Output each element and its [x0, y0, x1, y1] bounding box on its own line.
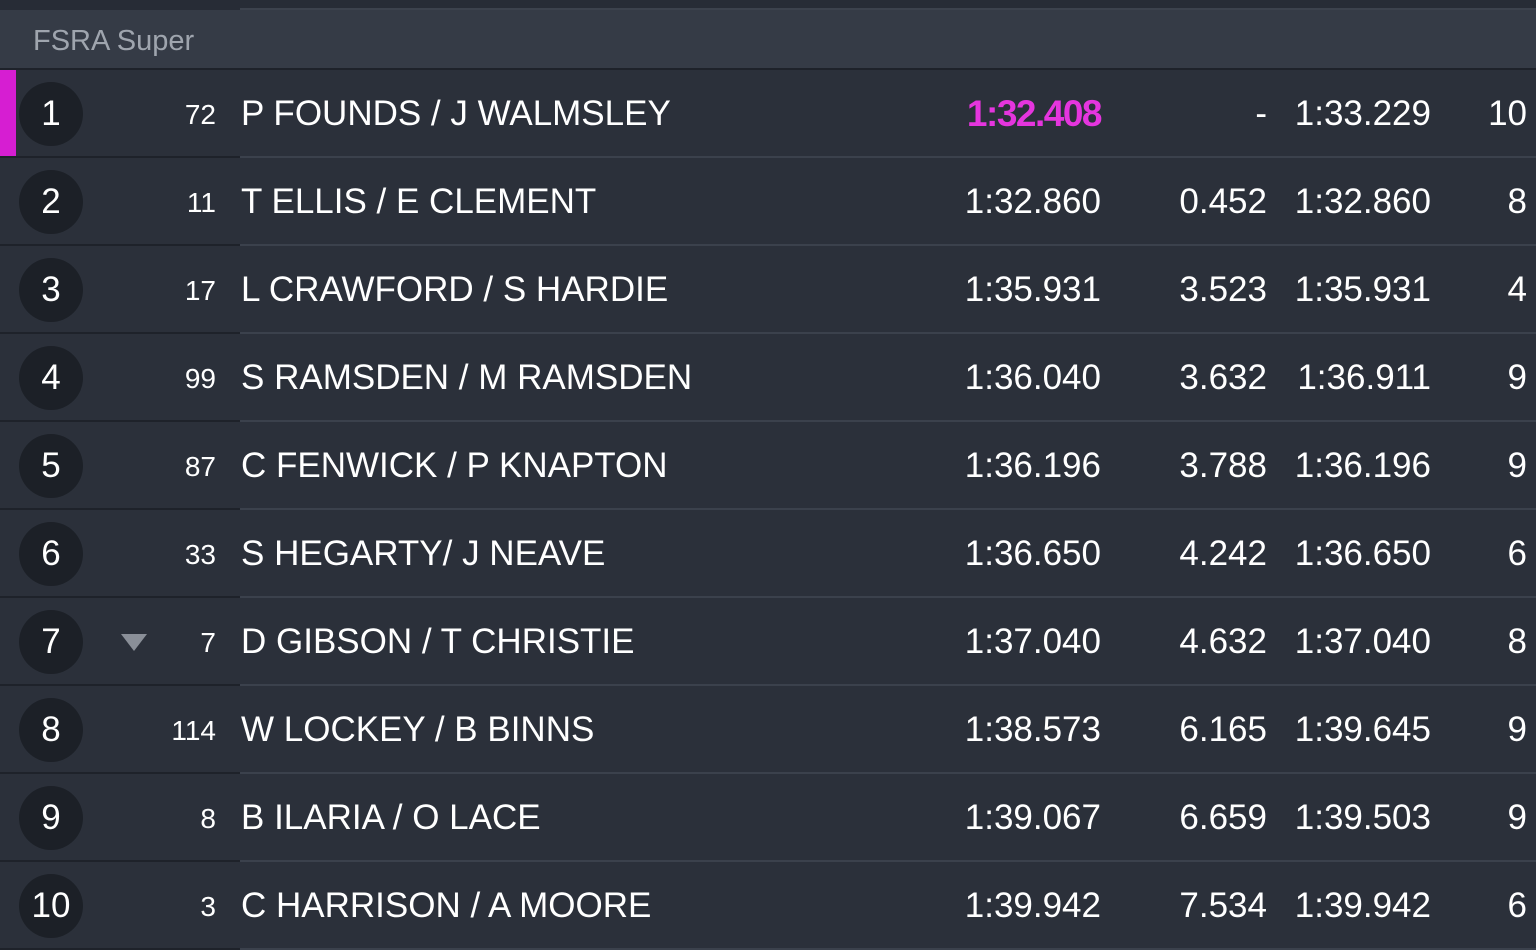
position-down-icon [121, 634, 147, 651]
table-row[interactable]: 6 33 S HEGARTY/ J NEAVE 1:36.650 4.242 1:36.6… [0, 510, 1536, 598]
last-lap-time: 1:36.911 [1297, 358, 1431, 397]
best-lap-time: 1:32.860 [964, 182, 1101, 221]
table-row[interactable]: 3 17 L CRAWFORD / S HARDIE 1:35.931 3.523 1:3… [0, 246, 1536, 334]
row-divider [0, 860, 240, 862]
gap-to-leader: 0.452 [1179, 182, 1267, 221]
gap-to-leader: 4.242 [1179, 534, 1267, 573]
last-lap-time: 1:36.650 [1294, 534, 1431, 573]
best-lap-time: 1:37.040 [964, 622, 1101, 661]
row-divider [0, 508, 240, 510]
car-number: 8 [200, 803, 216, 834]
driver-names: B ILARIA / O LACE [241, 798, 541, 837]
position-badge: 9 [19, 786, 83, 850]
row-divider [0, 772, 240, 774]
last-lap-time: 1:37.040 [1294, 622, 1431, 661]
row-divider [0, 948, 240, 950]
table-row[interactable]: 9 8 B ILARIA / O LACE 1:39.067 6.659 1:39.503… [0, 774, 1536, 862]
top-strip [0, 0, 1536, 10]
last-lap-time: 1:39.942 [1294, 886, 1431, 925]
row-divider [0, 420, 240, 422]
best-lap-time: 1:38.573 [964, 710, 1101, 749]
best-lap-time: 1:32.408 [966, 93, 1103, 134]
row-divider [0, 332, 240, 334]
driver-names: W LOCKEY / B BINNS [241, 710, 595, 749]
car-number: 3 [200, 891, 216, 922]
gap-to-leader: 3.523 [1179, 270, 1267, 309]
best-lap-time: 1:36.040 [964, 358, 1101, 397]
car-number: 11 [186, 187, 216, 218]
position-badge: 3 [19, 258, 83, 322]
table-row[interactable]: 5 87 C FENWICK / P KNAPTON 1:36.196 3.788 1:3… [0, 422, 1536, 510]
row-divider [0, 596, 240, 598]
best-lap-time: 1:39.942 [964, 886, 1101, 925]
driver-names: D GIBSON / T CHRISTIE [241, 622, 635, 661]
table-row[interactable]: 8 114 W LOCKEY / B BINNS 1:38.573 6.165 1:39.… [0, 686, 1536, 774]
lap-count: 9 [1507, 798, 1527, 837]
lap-count: 6 [1507, 886, 1527, 925]
table-row[interactable]: 10 3 C HARRISON / A MOORE 1:39.942 7.534 1:39… [0, 862, 1536, 950]
best-lap-time: 1:36.196 [964, 446, 1101, 485]
lap-count: 9 [1507, 358, 1527, 397]
best-lap-time: 1:39.067 [964, 798, 1101, 837]
position-badge: 2 [19, 170, 83, 234]
best-lap-time: 1:35.931 [964, 270, 1101, 309]
lap-count: 9 [1507, 446, 1527, 485]
position-badge: 5 [19, 434, 83, 498]
position-badge: 8 [19, 698, 83, 762]
lap-count: 8 [1507, 622, 1527, 661]
position-badge: 7 [19, 610, 83, 674]
last-lap-time: 1:32.860 [1294, 182, 1431, 221]
last-lap-time: 1:36.196 [1294, 446, 1431, 485]
driver-names: C FENWICK / P KNAPTON [241, 446, 668, 485]
lap-count: 10 [1488, 94, 1527, 133]
position-badge: 6 [19, 522, 83, 586]
driver-names: C HARRISON / A MOORE [241, 886, 652, 925]
last-lap-time: 1:39.503 [1294, 798, 1431, 837]
car-number: 17 [184, 275, 216, 306]
car-number: 72 [184, 99, 216, 130]
car-number: 33 [184, 539, 216, 570]
divider [240, 8, 1536, 10]
position-badge: 4 [19, 346, 83, 410]
driver-names: S HEGARTY/ J NEAVE [241, 534, 606, 573]
last-lap-time: 1:35.931 [1294, 270, 1431, 309]
row-divider [0, 244, 240, 246]
car-number: 114 [171, 715, 216, 746]
last-lap-time: 1:33.229 [1294, 94, 1431, 133]
row-divider [0, 156, 240, 158]
leader-marker [0, 70, 16, 158]
gap-to-leader: 7.534 [1179, 886, 1267, 925]
table-row[interactable]: 2 11 T ELLIS / E CLEMENT 1:32.860 0.452 1:32.… [0, 158, 1536, 246]
car-number: 99 [184, 363, 216, 394]
lap-count: 4 [1507, 270, 1527, 309]
best-lap-time: 1:36.650 [964, 534, 1101, 573]
car-number: 7 [200, 627, 216, 658]
gap-to-leader: 6.165 [1179, 710, 1267, 749]
class-title: FSRA Super [33, 25, 195, 57]
lap-count: 8 [1507, 182, 1527, 221]
class-header: FSRA Super [0, 10, 1536, 70]
gap-to-leader: 4.632 [1179, 622, 1267, 661]
position-badge: 1 [19, 82, 83, 146]
position-badge: 10 [19, 874, 83, 938]
row-divider [0, 684, 240, 686]
driver-names: T ELLIS / E CLEMENT [241, 182, 597, 221]
driver-names: P FOUNDS / J WALMSLEY [241, 94, 671, 133]
table-row[interactable]: 4 99 S RAMSDEN / M RAMSDEN 1:36.040 3.632 1:3… [0, 334, 1536, 422]
gap-to-leader: - [1255, 94, 1267, 133]
table-row[interactable]: 7 7 D GIBSON / T CHRISTIE 1:37.040 4.632 1:37… [0, 598, 1536, 686]
table-row[interactable]: 1 72 P FOUNDS / J WALMSLEY 1:32.408 -1:33.22… [0, 70, 1536, 158]
lap-count: 9 [1507, 710, 1527, 749]
last-lap-time: 1:39.645 [1294, 710, 1431, 749]
lap-count: 6 [1507, 534, 1527, 573]
driver-names: L CRAWFORD / S HARDIE [241, 270, 669, 309]
driver-names: S RAMSDEN / M RAMSDEN [241, 358, 693, 397]
car-number: 87 [184, 451, 216, 482]
results-table: 1 72 P FOUNDS / J WALMSLEY 1:32.408-1:33.22… [0, 70, 1536, 950]
gap-to-leader: 3.788 [1179, 446, 1267, 485]
gap-to-leader: 3.632 [1179, 358, 1267, 397]
gap-to-leader: 6.659 [1179, 798, 1267, 837]
